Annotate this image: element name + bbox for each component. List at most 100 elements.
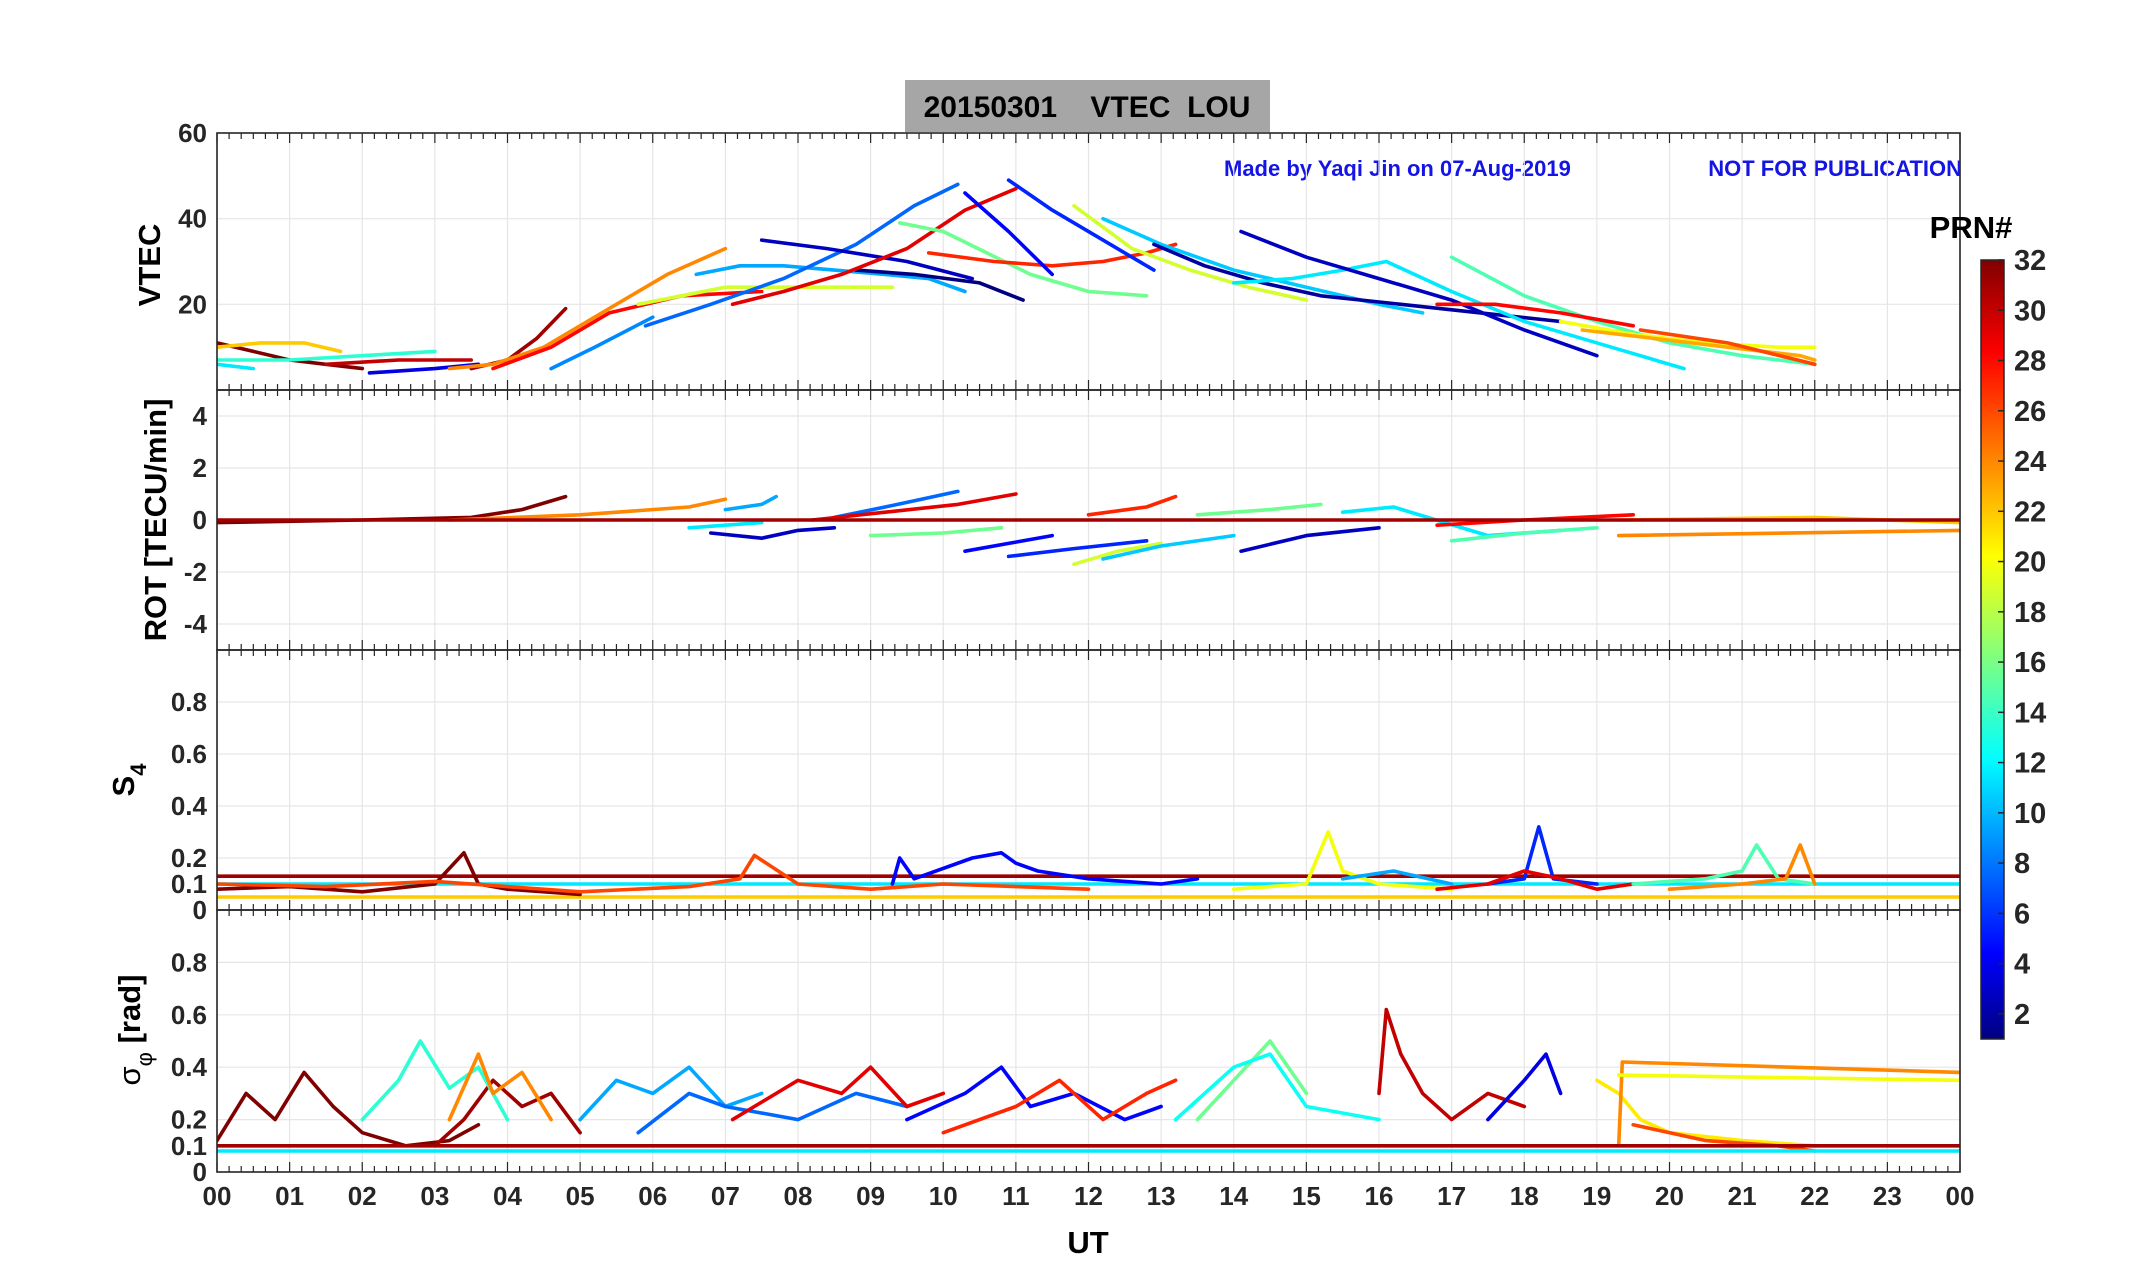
colorbar-tick-label: 10	[2014, 798, 2046, 830]
ytick-label: 0.4	[171, 1052, 208, 1082]
ytick-label: -4	[184, 609, 208, 639]
colorbar-tick-label: 6	[2014, 898, 2030, 930]
series-prn-10	[1340, 869, 1454, 886]
colorbar-tick-label: 18	[2014, 597, 2046, 629]
colorbar-tick-label: 22	[2014, 496, 2046, 528]
panel-rot: -4 -2 0 2 4	[184, 389, 1961, 651]
series-prn-3	[759, 238, 975, 281]
ylabel-rot: ROT [TECU/min]	[138, 399, 173, 642]
xtick-label: 06	[638, 1181, 667, 1211]
series-prn-3	[708, 525, 837, 541]
xtick-label: 00	[1946, 1181, 1975, 1211]
colorbar-tick-label: 30	[2014, 295, 2046, 327]
series-prn-20	[1232, 830, 1454, 892]
series-prn-24	[447, 1052, 553, 1122]
series-group-sigma_phi	[217, 1007, 1960, 1153]
series-prn-16	[1195, 502, 1323, 517]
plot-panels: 204060-4-202400.10.20.40.60.800.10.20.40…	[171, 118, 1975, 1211]
ytick-label: 40	[178, 204, 207, 234]
colorbar-tick-label: 8	[2014, 848, 2030, 880]
series-prn-29	[1435, 869, 1635, 892]
series-prn-29	[730, 1065, 946, 1122]
series-prn-5	[963, 191, 1054, 277]
xtick-label: 05	[566, 1181, 595, 1211]
series-prn-28	[1435, 302, 1635, 328]
series-prn-29	[810, 492, 1018, 522]
series-prn-30	[324, 358, 474, 367]
xtick-label: 02	[348, 1181, 377, 1211]
xtick-label: 18	[1510, 1181, 1539, 1211]
series-prn-11	[1101, 533, 1236, 561]
xtick-label: 17	[1437, 1181, 1466, 1211]
series-prn-26	[1638, 328, 1817, 367]
series-prn-24	[1616, 528, 1960, 538]
xtick-label: 03	[420, 1181, 449, 1211]
series-prn-16	[868, 525, 1004, 538]
series-prn-8	[643, 182, 960, 328]
xtick-label: 08	[784, 1181, 813, 1211]
ylabel-vtec: VTEC	[132, 224, 167, 307]
xtick-label: 15	[1292, 1181, 1321, 1211]
series-prn-27	[941, 1078, 1178, 1135]
ytick-label: 4	[193, 401, 208, 431]
xtick-label: 07	[711, 1181, 740, 1211]
series-prn-3	[1239, 229, 1599, 358]
series-prn-24	[1616, 1060, 1960, 1148]
series-prn-19	[1072, 541, 1163, 567]
series-prn-27	[926, 242, 1178, 268]
colorbar-label: PRN#	[1930, 210, 2013, 245]
series-group-rot	[217, 489, 1960, 567]
series-prn-8	[832, 489, 960, 520]
ytick-label: 0.6	[171, 1000, 207, 1030]
ytick-label: 0.8	[171, 687, 207, 717]
xtick-label: 01	[275, 1181, 304, 1211]
ylabel-sigma-phi: σφ [rad]	[112, 975, 157, 1086]
ylabel-s4: S4	[106, 763, 151, 797]
ytick-label: -2	[184, 557, 207, 587]
series-prn-1	[854, 268, 1025, 302]
title-box	[905, 80, 1270, 132]
series-prn-10	[694, 263, 967, 294]
ytick-label: 0	[193, 895, 207, 925]
xlabel: UT	[1067, 1225, 1108, 1260]
series-prn-15	[1449, 255, 1817, 367]
colorbar-tick-label: 24	[2014, 446, 2046, 478]
series-prn-19	[636, 285, 895, 307]
series-prn-32	[217, 1070, 481, 1148]
series-prn-5	[890, 850, 1200, 886]
xtick-label: 20	[1655, 1181, 1684, 1211]
series-prn-19	[1072, 204, 1309, 302]
ytick-label: 0.2	[171, 1105, 207, 1135]
series-prn-13	[1173, 1052, 1381, 1122]
xtick-label: 04	[493, 1181, 522, 1211]
ytick-label: 60	[178, 118, 207, 148]
xtick-label: 13	[1147, 1181, 1176, 1211]
series-prn-10	[723, 494, 779, 512]
xtick-label: 23	[1873, 1181, 1902, 1211]
series-prn-24	[447, 497, 728, 522]
series-prn-23	[1580, 328, 1817, 362]
series-prn-9	[549, 315, 655, 371]
xtick-label: 16	[1365, 1181, 1394, 1211]
colorbar-tick-label: 16	[2014, 647, 2046, 679]
series-prn-12	[1232, 259, 1686, 371]
series-prn-5	[905, 1065, 1163, 1122]
series-prn-27	[1086, 494, 1178, 517]
colorbar-tick-label: 14	[2014, 697, 2046, 729]
panel-s4: 00.10.2 0.4 0.6 0.8	[171, 649, 1961, 925]
series-prn-12	[217, 362, 256, 371]
panel-sigma_phi: 00.10.2 0.4 0.6 0.8	[171, 909, 1961, 1187]
series-prn-14	[217, 349, 437, 362]
colorbar-tick-label: 32	[2014, 245, 2046, 277]
colorbar-tick-label: 28	[2014, 346, 2046, 378]
series-prn-12	[687, 520, 764, 530]
ytick-label: 0.4	[171, 791, 208, 821]
series-prn-15	[1449, 525, 1599, 543]
series-prn-3	[1239, 525, 1381, 554]
ylabel-sigma-main: σφ [rad]	[112, 975, 157, 1086]
ytick-label: 0	[193, 1157, 207, 1187]
series-prn-24	[447, 246, 728, 371]
series-prn-24	[1667, 843, 1817, 892]
ytick-label: 0.1	[171, 1131, 207, 1161]
